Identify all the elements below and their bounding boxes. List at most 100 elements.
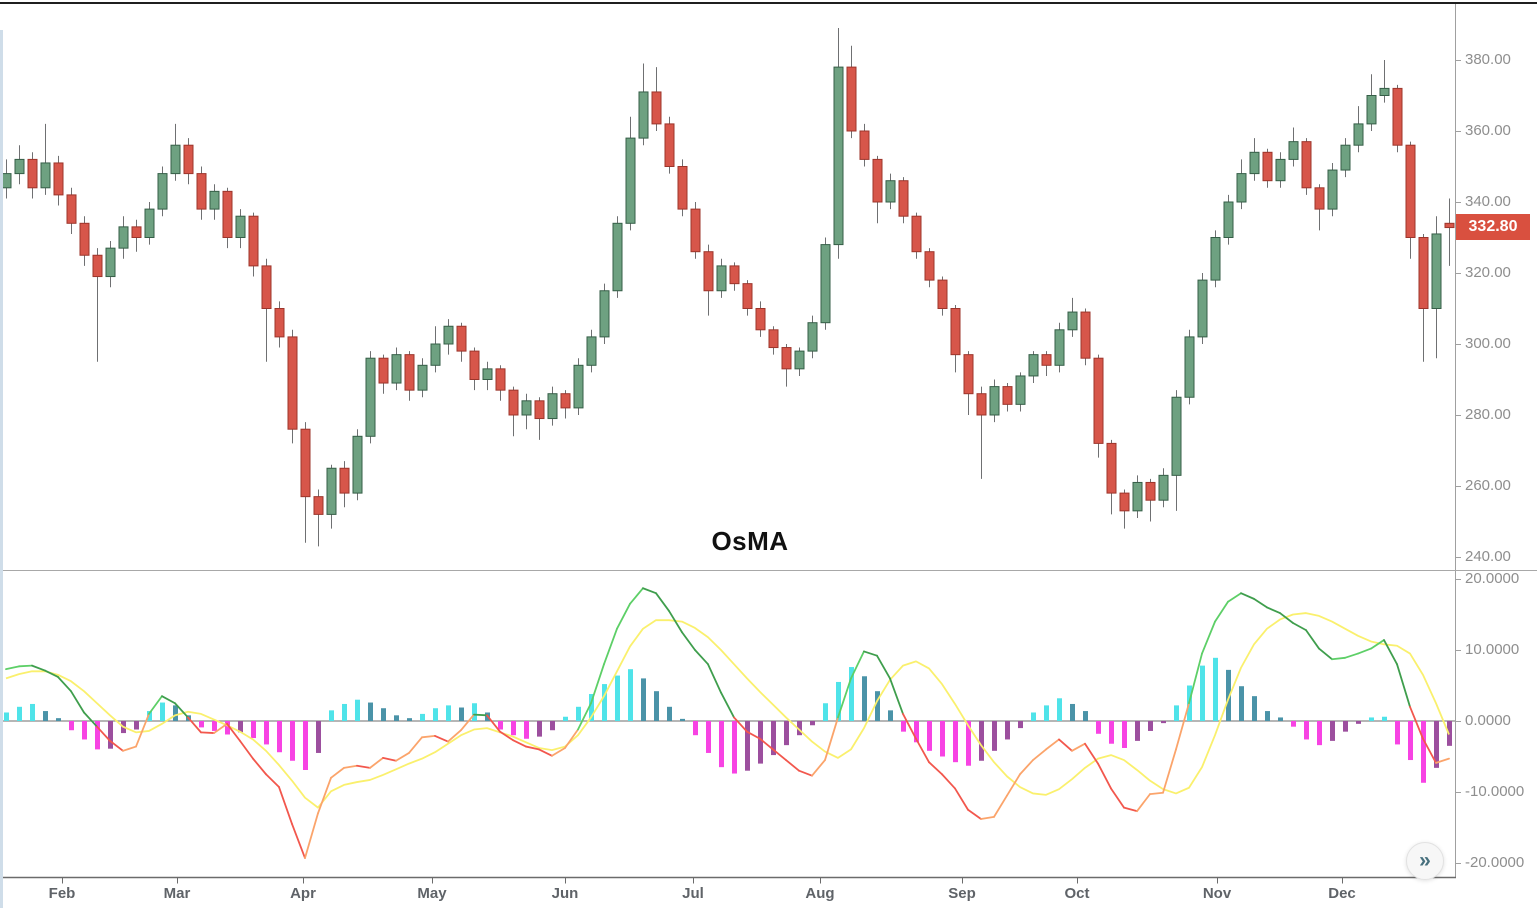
candle [1418, 233, 1429, 362]
expand-panel-button[interactable]: » [1406, 842, 1444, 880]
histogram-bar [355, 699, 360, 721]
candle [1028, 351, 1039, 384]
histogram-bar [693, 721, 698, 736]
candle [456, 322, 467, 362]
candle [781, 344, 792, 387]
candle [1223, 194, 1234, 245]
left-edge-strip [0, 30, 3, 908]
histogram-bar [1239, 686, 1244, 721]
candle [534, 397, 545, 440]
candle [1262, 148, 1273, 188]
histogram-bar [953, 721, 958, 763]
histogram-bar [251, 721, 256, 739]
candle [664, 116, 675, 174]
histogram-bar [940, 721, 945, 757]
histogram-bar [1278, 717, 1283, 721]
histogram-bar [1421, 721, 1426, 783]
candle [404, 351, 415, 401]
candle [1171, 390, 1182, 511]
histogram-bar [511, 721, 516, 736]
histogram-bar [277, 721, 282, 753]
candle [222, 187, 233, 249]
histogram-bar [329, 710, 334, 721]
axes-frame-layer [0, 4, 1537, 879]
histogram-bar [446, 705, 451, 721]
histogram-bar [108, 721, 113, 749]
histogram-bar [459, 707, 464, 721]
candle [1327, 162, 1338, 217]
double-chevron-right-icon: » [1419, 848, 1431, 872]
candle [287, 329, 298, 444]
candle [911, 212, 922, 259]
candle [1, 159, 12, 199]
indicator-tick-label: 10.0000 [1465, 641, 1520, 658]
candle [573, 358, 584, 415]
candle [209, 184, 220, 220]
candle [1015, 372, 1026, 412]
histogram-bar [641, 678, 646, 721]
candle [716, 258, 727, 298]
candle [1041, 351, 1052, 376]
histogram-bar [1304, 721, 1309, 740]
indicator-tick-label: 20.0000 [1465, 570, 1520, 587]
histogram-bar [654, 691, 659, 721]
candle [1210, 230, 1221, 288]
candle [833, 28, 844, 259]
histogram-bar [30, 703, 35, 721]
histogram-bar [1018, 721, 1023, 729]
month-label: Nov [1202, 885, 1232, 902]
candle [469, 347, 480, 391]
candle [963, 351, 974, 415]
histogram-bar [862, 676, 867, 721]
histogram-bar [1122, 721, 1127, 748]
histogram-bar [1096, 721, 1101, 734]
histogram-bar [732, 721, 737, 774]
histogram-bar [498, 721, 503, 730]
histogram-bar [1408, 721, 1413, 761]
price-tick-label: 360.00 [1465, 122, 1511, 139]
candle [1080, 308, 1091, 366]
candle [1093, 354, 1104, 458]
histogram-bar [563, 716, 568, 721]
candle [1184, 329, 1195, 405]
candle [339, 461, 350, 508]
candle [703, 244, 714, 316]
histogram-bar [1434, 721, 1439, 768]
candle [105, 241, 116, 288]
histogram-bar [615, 675, 620, 721]
histogram-bar [810, 721, 815, 726]
histogram-bar [1369, 717, 1374, 721]
candle [196, 166, 207, 220]
histogram-bar [992, 721, 997, 751]
histogram-bar [160, 702, 165, 721]
candle [729, 262, 740, 291]
histogram-bar [537, 721, 542, 737]
candle [1301, 138, 1312, 195]
candle [300, 422, 311, 543]
last-price-badge: 332.80 [1456, 214, 1530, 240]
candle [417, 358, 428, 398]
histogram-bar [199, 721, 204, 728]
month-label: Dec [1328, 885, 1356, 902]
histogram-bar [1382, 716, 1387, 721]
histogram-bar [264, 721, 269, 745]
histogram-bar [1044, 705, 1049, 721]
histogram-bar [1031, 712, 1036, 721]
candle [1145, 478, 1156, 522]
indicator-tick-label: -10.0000 [1465, 783, 1525, 800]
candle [1067, 297, 1078, 337]
price-tick-label: 380.00 [1465, 51, 1511, 68]
candle [755, 301, 766, 337]
candle [235, 209, 246, 249]
histogram-bar [225, 721, 230, 735]
candle [27, 152, 38, 199]
candle [1340, 138, 1351, 178]
month-label: Apr [290, 885, 316, 902]
month-label: Sep [948, 885, 976, 902]
histogram-bar [69, 721, 74, 731]
histogram-bar [1070, 703, 1075, 721]
histogram-bar [56, 718, 61, 721]
candle [898, 177, 909, 224]
